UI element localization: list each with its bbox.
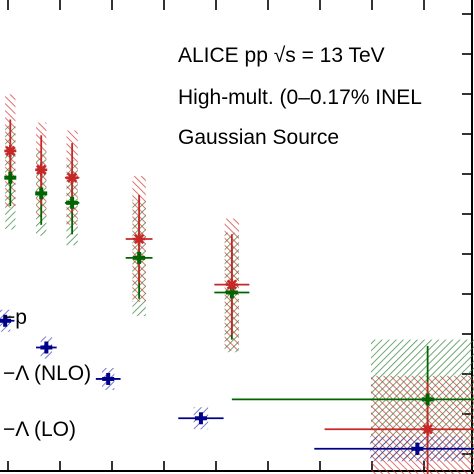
marker-lambda-lo xyxy=(421,423,434,436)
marker-lambda-lo xyxy=(4,144,17,157)
legend-label-lambda-lo: −Λ (LO) xyxy=(3,418,76,441)
marker-p xyxy=(411,442,424,455)
marker-p xyxy=(102,372,115,385)
marker-lambda-lo xyxy=(133,233,146,246)
marker-p xyxy=(0,314,12,327)
data-markers xyxy=(0,144,434,455)
marker-lambda-nlo xyxy=(35,187,48,200)
marker-lambda-lo xyxy=(35,163,48,176)
marker-p xyxy=(40,341,53,354)
marker-lambda-nlo xyxy=(66,196,79,209)
annotation-source: Gaussian Source xyxy=(178,126,339,149)
legend-label-lambda-nlo: −Λ (NLO) xyxy=(3,362,91,385)
legend-label-p: −p xyxy=(3,306,27,329)
legend: −p −Λ (NLO) −Λ (LO) xyxy=(3,306,91,441)
marker-lambda-nlo xyxy=(133,251,146,264)
marker-lambda-lo xyxy=(66,171,79,184)
marker-p xyxy=(194,412,207,425)
marker-lambda-nlo xyxy=(421,393,434,406)
annotation-collision: ALICE pp √s = 13 TeV xyxy=(178,44,385,67)
marker-lambda-lo xyxy=(225,278,238,291)
annotation-multiplicity: High-mult. (0–0.17% INEL xyxy=(178,86,422,109)
marker-lambda-nlo xyxy=(4,171,17,184)
